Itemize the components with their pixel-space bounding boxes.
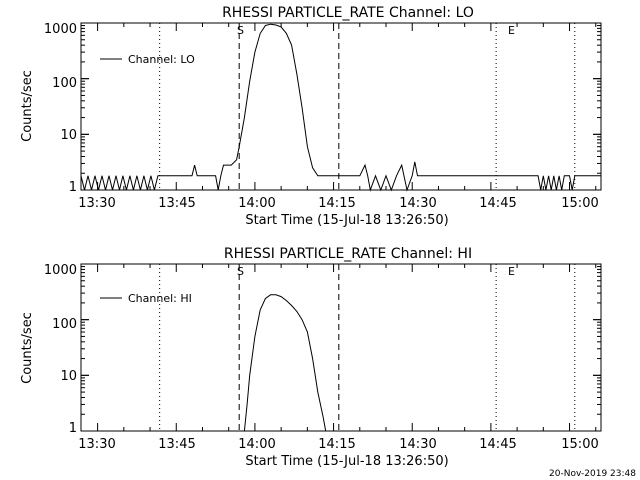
legend-label: Channel: LO (128, 53, 195, 66)
legend: Channel: HI (100, 292, 192, 305)
panel-hi: RHESSI PARTICLE_RATE Channel: HI Counts/… (20, 246, 602, 469)
y-tick-label: 10 (60, 128, 77, 143)
y-tick-label: 1000 (44, 22, 77, 37)
y-tick-label: 100 (52, 317, 77, 332)
x-tick-label: 14:45 (479, 437, 516, 452)
x-tick-label: 14:00 (238, 437, 275, 452)
x-tick-label: 14:15 (318, 437, 355, 452)
series-line (80, 23, 601, 192)
chart-title: RHESSI PARTICLE_RATE Channel: HI (224, 246, 472, 262)
x-axis-label: Start Time (15-Jul-18 13:26:50) (245, 213, 448, 228)
x-tick-label: 14:30 (399, 437, 436, 452)
x-tick-label: 13:30 (78, 196, 115, 211)
y-axis: Counts/sec 1 10 100 1000 (20, 263, 77, 436)
legend: Channel: LO (100, 53, 195, 66)
plot-area (81, 263, 601, 432)
marker-label-s: S (237, 265, 244, 278)
plot-frame (80, 22, 602, 191)
x-tick-label: 15:00 (561, 196, 598, 211)
panel-lo: RHESSI PARTICLE_RATE Channel: LO Counts/… (20, 5, 602, 228)
series-line (243, 294, 327, 432)
x-tick-label: 14:30 (399, 196, 436, 211)
y-tick-label: 10 (60, 369, 77, 384)
legend-label: Channel: HI (128, 292, 192, 305)
x-tick-label: 14:00 (238, 196, 275, 211)
x-axis-label: Start Time (15-Jul-18 13:26:50) (245, 454, 448, 469)
plot-area (80, 22, 601, 192)
y-tick-label: 1 (69, 421, 77, 436)
marker-label-e: E (508, 24, 515, 37)
y-axis: Counts/sec 1 10 100 1000 (20, 22, 77, 195)
marker-label-s: S (237, 24, 244, 37)
chart-title: RHESSI PARTICLE_RATE Channel: LO (222, 5, 474, 21)
y-axis-label: Counts/sec (20, 312, 35, 384)
x-axis: 13:30 13:45 14:00 14:15 14:30 14:45 15:0… (78, 437, 598, 469)
x-tick-label: 14:15 (318, 196, 355, 211)
x-tick-label: 13:45 (158, 196, 195, 211)
y-axis-label: Counts/sec (20, 70, 35, 142)
x-tick-label: 15:00 (561, 437, 598, 452)
y-tick-label: 100 (52, 76, 77, 91)
y-tick-label: 1 (69, 180, 77, 195)
y-tick-label: 1000 (44, 263, 77, 278)
footer-timestamp: 20-Nov-2019 23:48 (549, 469, 636, 479)
x-tick-label: 13:45 (158, 437, 195, 452)
plot-frame (80, 263, 602, 432)
x-axis: 13:30 13:45 14:00 14:15 14:30 14:45 15:0… (78, 196, 598, 228)
x-tick-label: 13:30 (78, 437, 115, 452)
marker-label-e: E (508, 265, 515, 278)
x-tick-label: 14:45 (479, 196, 516, 211)
